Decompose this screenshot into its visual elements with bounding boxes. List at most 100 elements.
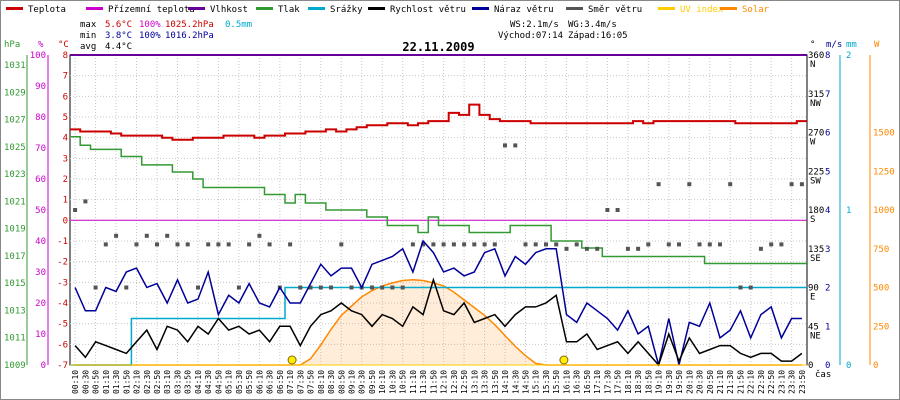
wind-dir-point xyxy=(144,233,149,238)
dir-tick-label: SW xyxy=(810,176,821,186)
deg-tick-label: 135 xyxy=(808,245,824,255)
stat-max-rain: 0.5mm xyxy=(225,20,252,30)
x-tick-label: 17:10 xyxy=(593,370,602,394)
wind-dir-point xyxy=(789,182,794,187)
x-tick-label: 13:30 xyxy=(481,370,490,394)
x-tick-label: 09:50 xyxy=(368,370,377,394)
legend-item-solar: Solar xyxy=(720,5,770,15)
legend-swatch xyxy=(368,7,385,10)
x-tick-label: 14:10 xyxy=(501,370,510,394)
x-tick-label: 20:10 xyxy=(685,370,694,394)
x-axis: 00:10 00:30 00:50 01:10 01:30 01:50 02:10 02:30… xyxy=(71,370,807,394)
x-tick-label: 10:10 xyxy=(378,370,387,394)
wind-dir-point xyxy=(134,242,139,247)
w-tick-label: 250 xyxy=(873,322,889,332)
x-tick-label: 19:30 xyxy=(665,370,674,394)
x-tick-label: 08:50 xyxy=(337,370,346,394)
axis-mm-label: mm xyxy=(846,40,857,50)
dir-tick-label: NW xyxy=(810,99,821,109)
hpa-tick-label: 1027 xyxy=(4,116,26,126)
wind-dir-point xyxy=(625,246,630,251)
deg-tick-label: 360 xyxy=(808,51,824,61)
ms-tick-label: 6 xyxy=(825,129,830,139)
pct-tick-label: 0 xyxy=(41,361,46,371)
x-tick-label: 10:50 xyxy=(399,370,408,394)
hpa-tick-label: 1025 xyxy=(4,143,26,153)
series-teplota xyxy=(70,103,807,141)
axis-degc-label: °C xyxy=(58,40,69,50)
legend-item-naraz: Náraz větru xyxy=(472,5,554,15)
x-tick-label: 10:30 xyxy=(388,370,397,394)
x-tick-label: 00:50 xyxy=(92,370,101,394)
hpa-tick-label: 1011 xyxy=(4,334,26,344)
x-tick-label: 06:10 xyxy=(255,370,264,394)
mm-tick-label: 0 xyxy=(846,361,851,371)
wind-dir-point xyxy=(677,242,681,247)
x-tick-label: 11:10 xyxy=(409,370,418,394)
wind-dir-point xyxy=(410,242,415,247)
ms-tick-label: 1 xyxy=(825,322,830,332)
x-tick-label: 07:10 xyxy=(286,370,295,394)
legend-item-smer: Směr větru xyxy=(566,5,642,15)
stat-sunrise: Východ:07:14 xyxy=(498,31,563,41)
degc-tick-label: -2 xyxy=(57,258,68,268)
axis-mm: 2 1 0 xyxy=(846,51,851,371)
series-srazky xyxy=(70,286,807,366)
legend-label: Přízemní teplota xyxy=(108,5,195,15)
deg-tick-label: 270 xyxy=(808,129,824,139)
x-tick-label: 17:30 xyxy=(603,370,612,394)
hpa-tick-label: 1013 xyxy=(4,306,26,316)
stat-sunset: Západ:16:05 xyxy=(568,31,628,41)
wind-dir-point xyxy=(441,242,446,247)
x-tick-label: 05:10 xyxy=(225,370,234,394)
wind-dir-point xyxy=(155,242,159,247)
legend-swatch xyxy=(308,7,325,10)
wind-dir-point xyxy=(226,242,231,247)
x-tick-label: 05:30 xyxy=(235,370,244,394)
deg-tick-label: 0 xyxy=(808,361,813,371)
stat-avg-label: avg xyxy=(80,42,96,52)
wind-dir-point xyxy=(206,242,211,247)
stat-max-hum: 100% xyxy=(139,20,161,30)
x-tick-label: 06:50 xyxy=(276,370,285,394)
degc-tick-label: 5 xyxy=(63,113,68,123)
x-tick-label: 16:50 xyxy=(583,370,592,394)
legend-item-tlak: Tlak xyxy=(256,5,300,15)
x-tick-label: 04:10 xyxy=(194,370,203,394)
legend-label: Náraz větru xyxy=(494,5,554,15)
x-tick-label: 16:10 xyxy=(562,370,571,394)
wind-dir-point xyxy=(503,143,507,148)
legend-item-prizemni: Přízemní teplota xyxy=(86,5,195,15)
degc-tick-label: 6 xyxy=(63,92,68,102)
axis-hpa-label: hPa xyxy=(4,40,20,50)
wind-dir-point xyxy=(390,285,395,290)
x-tick-label: 02:30 xyxy=(143,370,152,394)
hpa-tick-label: 1017 xyxy=(4,252,26,262)
x-tick-label: 15:10 xyxy=(532,370,541,394)
pct-tick-label: 50 xyxy=(35,206,46,216)
wind-dir-point xyxy=(247,242,252,247)
wind-dir-point xyxy=(513,143,518,148)
wind-dir-point xyxy=(718,242,722,247)
x-tick-label: 01:50 xyxy=(122,370,131,394)
wind-dir-point xyxy=(697,242,702,247)
wind-dir-point xyxy=(329,285,333,290)
x-tick-label: 08:10 xyxy=(317,370,326,394)
wind-dir-point xyxy=(615,208,620,212)
legend-label: Srážky xyxy=(330,5,363,15)
series-tlak xyxy=(70,135,807,265)
stat-avg-temp: 4.4°C xyxy=(105,42,132,52)
x-tick-label: 02:10 xyxy=(133,370,142,394)
axis-deg-label: ° xyxy=(810,40,815,50)
wind-dir-point xyxy=(554,242,559,247)
wind-dir-point xyxy=(114,233,119,238)
degc-tick-label: 2 xyxy=(63,175,68,185)
dir-tick-label: N xyxy=(810,60,815,70)
degc-tick-label: -3 xyxy=(57,278,68,288)
x-tick-label: 14:30 xyxy=(511,370,520,394)
wind-dir-point xyxy=(595,246,600,251)
degc-tick-label: -1 xyxy=(57,237,68,247)
legend-swatch xyxy=(720,7,737,10)
wind-dir-point xyxy=(799,182,804,187)
